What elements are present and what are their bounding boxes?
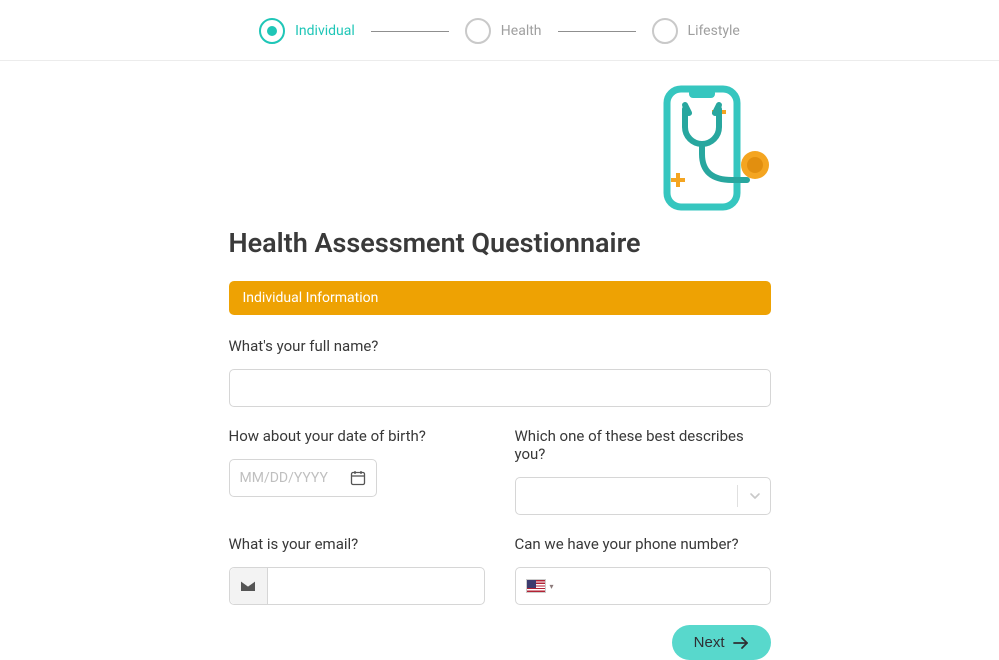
mail-icon <box>240 580 256 592</box>
hero-row <box>229 85 771 213</box>
step-connector <box>558 31 636 32</box>
arrow-right-icon <box>733 636 749 650</box>
phone-input[interactable]: ▾ <box>515 567 771 605</box>
describes-you-label: Which one of these best describes you? <box>515 427 771 463</box>
step-label: Individual <box>295 23 355 39</box>
step-health[interactable]: Health <box>465 18 542 44</box>
chevron-down-icon <box>748 489 762 503</box>
dob-input[interactable]: MM/DD/YYYY <box>229 459 377 497</box>
stepper: Individual Health Lifestyle <box>0 18 999 44</box>
email-input[interactable] <box>229 567 485 605</box>
dob-placeholder: MM/DD/YYYY <box>240 470 328 486</box>
step-label: Lifestyle <box>688 23 740 39</box>
form-container: Health Assessment Questionnaire Individu… <box>229 61 771 660</box>
us-flag-icon <box>526 579 546 593</box>
section-banner: Individual Information <box>229 281 771 315</box>
step-individual[interactable]: Individual <box>259 18 355 44</box>
step-connector <box>371 31 449 32</box>
step-lifestyle[interactable]: Lifestyle <box>652 18 740 44</box>
step-circle-icon <box>259 18 285 44</box>
email-prefix-icon-wrap <box>230 568 268 604</box>
phone-label: Can we have your phone number? <box>515 535 771 553</box>
email-label: What is your email? <box>229 535 485 553</box>
stethoscope-phone-icon <box>661 85 771 213</box>
actions-row: Next <box>229 625 771 660</box>
step-circle-icon <box>652 18 678 44</box>
page-title: Health Assessment Questionnaire <box>229 227 771 259</box>
describes-you-select[interactable] <box>515 477 771 515</box>
next-button[interactable]: Next <box>672 625 771 660</box>
dob-label: How about your date of birth? <box>229 427 485 445</box>
select-divider <box>737 485 738 507</box>
full-name-input[interactable] <box>229 369 771 407</box>
next-button-label: Next <box>694 634 725 651</box>
full-name-label: What's your full name? <box>229 337 771 355</box>
flag-caret-icon: ▾ <box>550 582 554 591</box>
stepper-bar: Individual Health Lifestyle <box>0 0 999 61</box>
calendar-icon <box>350 470 366 486</box>
step-circle-icon <box>465 18 491 44</box>
step-label: Health <box>501 23 542 39</box>
